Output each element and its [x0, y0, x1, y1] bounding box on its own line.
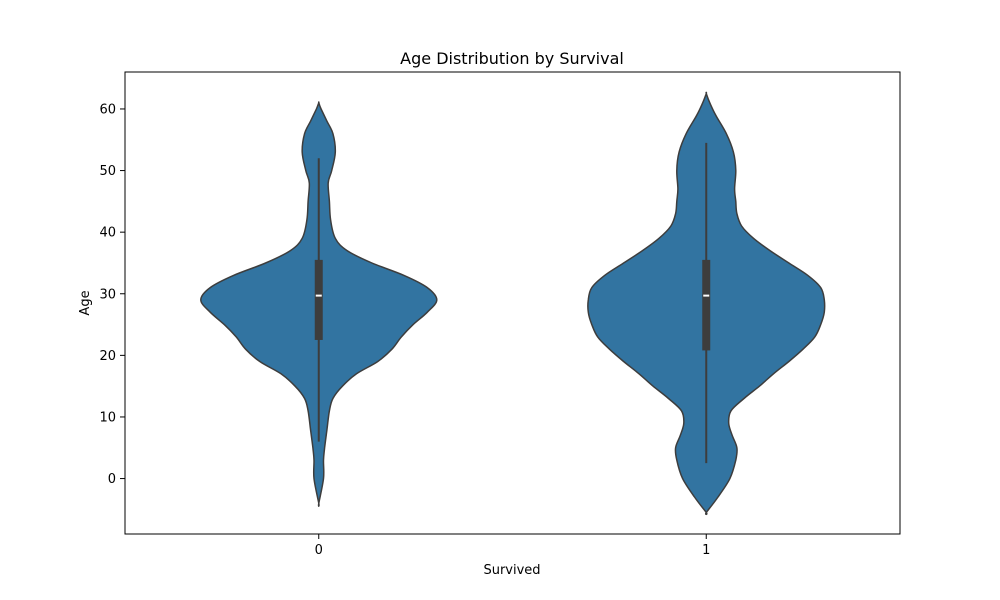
y-axis-label: Age	[78, 290, 93, 315]
violin-iqr-box-0	[314, 259, 323, 340]
x-tick-label: 0	[315, 543, 323, 558]
chart-title: Age Distribution by Survival	[400, 49, 624, 68]
y-tick-label: 10	[99, 410, 116, 425]
plot-frame	[124, 71, 901, 535]
y-tick-label: 20	[99, 349, 116, 364]
y-tick-label: 40	[99, 226, 116, 241]
x-axis-label: Survived	[483, 563, 540, 578]
plot-area: 0 10 20 30 40 50 60 0 1	[99, 71, 901, 558]
y-tick-label: 60	[99, 102, 116, 117]
y-tick-label: 30	[99, 287, 116, 302]
x-tick-label: 1	[702, 543, 710, 558]
y-tick-label: 0	[108, 472, 116, 487]
y-tick-label: 50	[99, 164, 116, 179]
violin-iqr-box-1	[702, 259, 711, 351]
